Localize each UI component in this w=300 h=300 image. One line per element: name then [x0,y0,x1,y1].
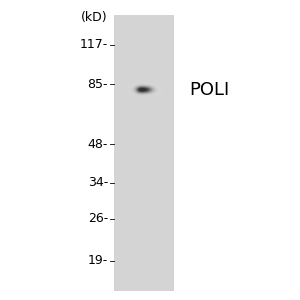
Bar [114,15,174,291]
Text: 34-: 34- [88,176,108,190]
Text: 117-: 117- [80,38,108,52]
Text: 48-: 48- [88,137,108,151]
Text: 85-: 85- [88,77,108,91]
Text: (kD): (kD) [81,11,108,25]
Text: POLI: POLI [189,81,229,99]
Text: 26-: 26- [88,212,108,226]
Text: 19-: 19- [88,254,108,268]
